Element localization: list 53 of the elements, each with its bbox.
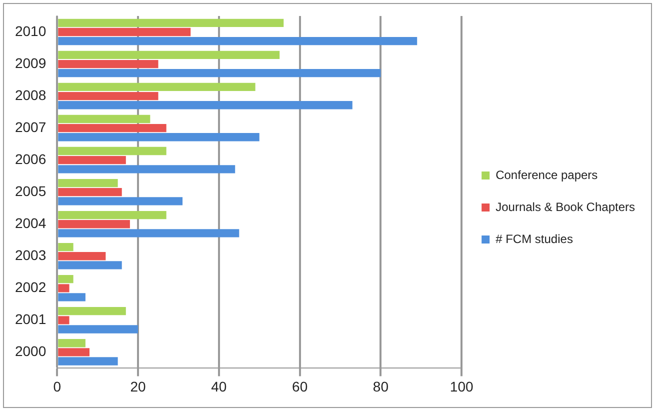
bar (58, 197, 183, 206)
bar (58, 69, 381, 78)
x-tick-label: 100 (450, 378, 474, 394)
y-tick-label: 2007 (14, 118, 46, 135)
y-tick-label: 2003 (14, 246, 46, 263)
bar (58, 339, 86, 348)
y-tick-label: 2008 (14, 86, 46, 103)
bar (58, 50, 280, 60)
bar (58, 220, 130, 228)
x-tick-label: 20 (130, 378, 146, 394)
bar (58, 133, 260, 142)
y-tick-label: 2005 (14, 182, 46, 199)
legend-label: Conference papers (496, 168, 598, 182)
bar (58, 252, 106, 260)
bar (58, 114, 150, 124)
bar (58, 210, 166, 220)
y-tick-label: 2004 (14, 214, 46, 231)
bar (58, 325, 138, 334)
bar (58, 146, 166, 156)
legend-label: # FCM studies (496, 232, 573, 246)
x-tick-label: 60 (292, 378, 308, 394)
bar (58, 92, 158, 100)
bar (58, 60, 158, 68)
bar (58, 101, 352, 110)
bar (58, 307, 126, 316)
bar (58, 165, 236, 174)
bar (58, 261, 122, 270)
x-tick-label: 80 (372, 378, 389, 394)
y-tick-label: 2001 (14, 311, 46, 328)
bar (58, 124, 166, 132)
bar (58, 82, 256, 92)
legend-label: Journals & Book Chapters (496, 200, 635, 214)
bar (58, 18, 284, 28)
bar (58, 357, 118, 366)
bar (58, 275, 74, 284)
bar (58, 28, 191, 36)
bar (58, 293, 86, 302)
x-tick-label: 0 (53, 378, 62, 394)
x-tick-label: 40 (211, 378, 227, 394)
bar (58, 348, 90, 356)
bar (58, 316, 70, 324)
bar (58, 178, 118, 188)
bar (58, 37, 418, 46)
y-tick-label: 2010 (14, 22, 46, 39)
bar (58, 242, 74, 252)
y-tick-label: 2009 (14, 54, 46, 71)
y-tick-label: 2000 (14, 343, 46, 360)
bar (58, 156, 126, 164)
bar (58, 229, 240, 238)
y-tick-label: 2002 (14, 279, 46, 296)
y-tick-label: 2006 (14, 150, 46, 167)
bar (58, 284, 70, 292)
bar (58, 188, 122, 196)
